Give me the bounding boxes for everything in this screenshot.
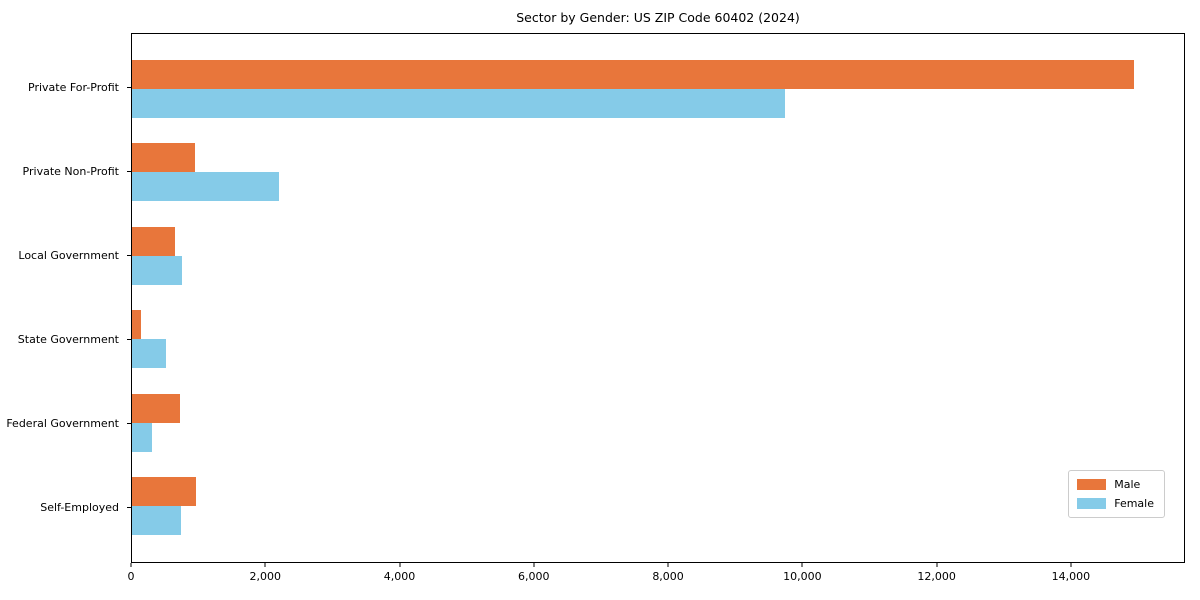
x-tick-mark — [936, 563, 938, 567]
y-label-local-government: Local Government — [18, 249, 119, 263]
x-tick-mark — [1070, 563, 1072, 567]
y-label-row-private-for-profit: Private For-Profit — [0, 46, 131, 130]
y-tick-mark — [127, 422, 131, 424]
bar-female-self-employed — [132, 506, 181, 536]
x-tick-label: 10,000 — [783, 570, 822, 583]
y-tick-mark — [127, 87, 131, 89]
bar-group-state-government — [132, 298, 1184, 382]
bar-female-local-government — [132, 255, 183, 285]
bar-group-private-for-profit — [132, 47, 1184, 131]
bar-male-private-non-profit — [132, 143, 195, 173]
y-label-private-for-profit: Private For-Profit — [28, 81, 119, 95]
y-label-row-local-government: Local Government — [0, 214, 131, 298]
x-tick-label: 8,000 — [652, 570, 684, 583]
y-tick-mark — [127, 171, 131, 173]
y-tick-mark — [127, 506, 131, 508]
x-tick-mark — [264, 563, 266, 567]
y-label-row-state-government: State Government — [0, 297, 131, 381]
y-label-private-non-profit: Private Non-Profit — [22, 165, 119, 179]
legend-label-male: Male — [1114, 478, 1141, 491]
x-tick-label: 14,000 — [1051, 570, 1091, 583]
bar-group-self-employed — [132, 465, 1184, 549]
y-label-federal-government: Federal Government — [6, 416, 119, 430]
x-tick-label: 4,000 — [383, 570, 416, 583]
y-label-row-self-employed: Self-Employed — [0, 465, 131, 549]
bar-group-federal-government — [132, 381, 1184, 465]
x-tick-label: 2,000 — [249, 570, 282, 583]
y-tick-mark — [127, 255, 131, 257]
x-tick-label: 12,000 — [917, 570, 956, 583]
legend-item-female: Female — [1077, 497, 1154, 510]
x-axis: 0 2,000 4,000 6,000 8,000 10,000 12,000 14,000 — [127, 563, 1185, 595]
x-tick-mark — [801, 563, 803, 567]
legend-label-female: Female — [1114, 497, 1154, 510]
y-tick-mark — [127, 338, 131, 340]
y-label-row-private-non-profit: Private Non-Profit — [0, 130, 131, 214]
bar-male-local-government — [132, 226, 175, 256]
x-tick-mark — [533, 563, 535, 567]
bar-female-private-non-profit — [132, 172, 280, 202]
bar-male-private-for-profit — [132, 59, 1134, 89]
bar-male-federal-government — [132, 393, 180, 423]
plot-area: Male Female — [131, 33, 1185, 563]
y-label-state-government: State Government — [17, 332, 119, 346]
y-axis-labels: Private For-Profit Private Non-Profit Loca… — [0, 33, 131, 563]
bar-group-private-non-profit — [132, 131, 1184, 215]
bar-female-private-for-profit — [132, 88, 786, 118]
chart-title: Sector by Gender: US ZIP Code 60402 (202… — [516, 10, 800, 25]
x-tick-mark — [667, 563, 669, 567]
legend-item-male: Male — [1077, 478, 1154, 491]
y-label-row-federal-government: Federal Government — [0, 381, 131, 465]
legend: Male Female — [1068, 470, 1165, 518]
legend-swatch-female — [1077, 498, 1107, 509]
x-tick-mark — [130, 563, 132, 567]
x-tick-label: 0 — [127, 570, 135, 583]
bar-female-federal-government — [132, 422, 153, 452]
y-label-self-employed: Self-Employed — [40, 500, 119, 514]
bar-group-local-government — [132, 214, 1184, 298]
x-tick-label: 6,000 — [518, 570, 550, 583]
x-tick-mark — [399, 563, 401, 567]
bar-male-state-government — [132, 310, 142, 340]
bar-male-self-employed — [132, 477, 196, 507]
legend-swatch-male — [1077, 479, 1107, 490]
bar-female-state-government — [132, 339, 167, 369]
bar-groups — [132, 34, 1184, 562]
